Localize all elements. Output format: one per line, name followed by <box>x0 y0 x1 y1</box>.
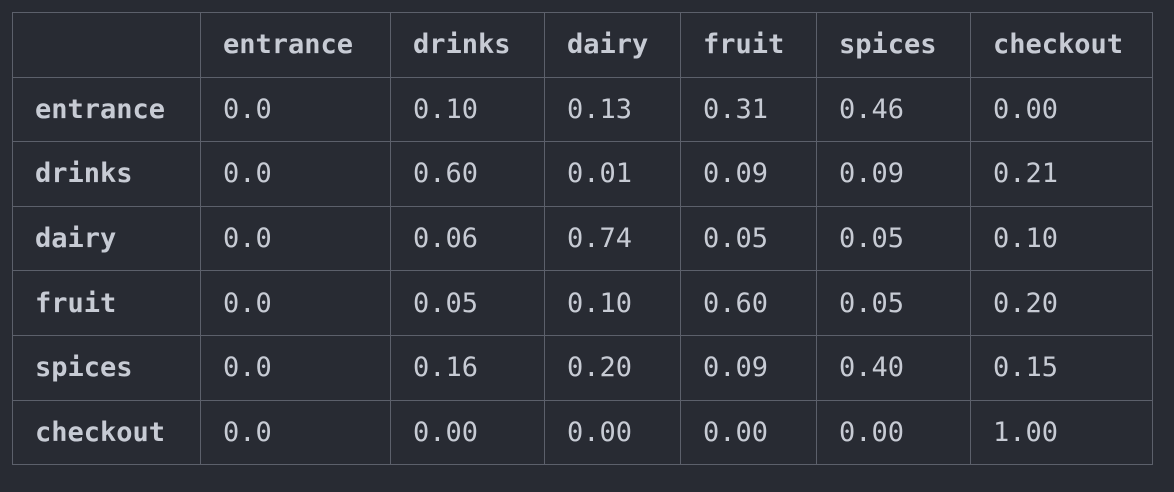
table-cell: 0.31 <box>680 76 817 143</box>
table-cell: 0.46 <box>816 76 971 143</box>
table-row: spices 0.0 0.16 0.20 0.09 0.40 0.15 <box>12 334 1153 401</box>
column-header: entrance <box>200 12 391 78</box>
table-cell: 0.09 <box>680 141 817 207</box>
corner-header-cell <box>12 12 201 78</box>
transition-table-container: entrance drinks dairy fruit spices check… <box>12 12 1153 466</box>
table-row: fruit 0.0 0.05 0.10 0.60 0.05 0.20 <box>12 270 1153 336</box>
table-cell: 0.05 <box>680 205 817 272</box>
table-row: dairy 0.0 0.06 0.74 0.05 0.05 0.10 <box>12 205 1153 272</box>
table-cell: 1.00 <box>970 399 1153 466</box>
table-cell: 0.0 <box>200 205 391 272</box>
table-cell: 0.05 <box>390 270 545 336</box>
table-cell: 0.60 <box>680 270 817 336</box>
table-cell: 0.10 <box>390 76 545 143</box>
row-header: drinks <box>12 141 201 207</box>
row-header: checkout <box>12 399 201 466</box>
table-cell: 0.00 <box>970 76 1153 143</box>
table-cell: 0.00 <box>390 399 545 466</box>
table-cell: 0.10 <box>970 205 1153 272</box>
row-header: entrance <box>12 76 201 143</box>
table-cell: 0.10 <box>544 270 681 336</box>
table-cell: 0.0 <box>200 270 391 336</box>
column-header: fruit <box>680 12 817 78</box>
column-header: dairy <box>544 12 681 78</box>
table-cell: 0.60 <box>390 141 545 207</box>
row-header: dairy <box>12 205 201 272</box>
table-cell: 0.20 <box>970 270 1153 336</box>
column-header: drinks <box>390 12 545 78</box>
table-cell: 0.74 <box>544 205 681 272</box>
column-header: spices <box>816 12 971 78</box>
table-cell: 0.00 <box>544 399 681 466</box>
table-cell: 0.0 <box>200 399 391 466</box>
table-row: checkout 0.0 0.00 0.00 0.00 0.00 1.00 <box>12 399 1153 466</box>
table-cell: 0.06 <box>390 205 545 272</box>
table-cell: 0.09 <box>816 141 971 207</box>
table-cell: 0.0 <box>200 334 391 401</box>
table-cell: 0.13 <box>544 76 681 143</box>
column-header: checkout <box>970 12 1153 78</box>
table-cell: 0.40 <box>816 334 971 401</box>
table-row: drinks 0.0 0.60 0.01 0.09 0.09 0.21 <box>12 141 1153 207</box>
table-cell: 0.0 <box>200 76 391 143</box>
row-header: fruit <box>12 270 201 336</box>
header-row: entrance drinks dairy fruit spices check… <box>12 12 1153 78</box>
table-cell: 0.16 <box>390 334 545 401</box>
table-cell: 0.09 <box>680 334 817 401</box>
table-cell: 0.20 <box>544 334 681 401</box>
table-row: entrance 0.0 0.10 0.13 0.31 0.46 0.00 <box>12 76 1153 143</box>
table-cell: 0.05 <box>816 270 971 336</box>
table-cell: 0.00 <box>680 399 817 466</box>
table-cell: 0.15 <box>970 334 1153 401</box>
table-cell: 0.01 <box>544 141 681 207</box>
table-cell: 0.00 <box>816 399 971 466</box>
transition-matrix-table: entrance drinks dairy fruit spices check… <box>12 12 1153 466</box>
table-cell: 0.21 <box>970 141 1153 207</box>
table-cell: 0.0 <box>200 141 391 207</box>
row-header: spices <box>12 334 201 401</box>
table-cell: 0.05 <box>816 205 971 272</box>
table-body: entrance 0.0 0.10 0.13 0.31 0.46 0.00 drinks 0.0… <box>12 76 1153 466</box>
